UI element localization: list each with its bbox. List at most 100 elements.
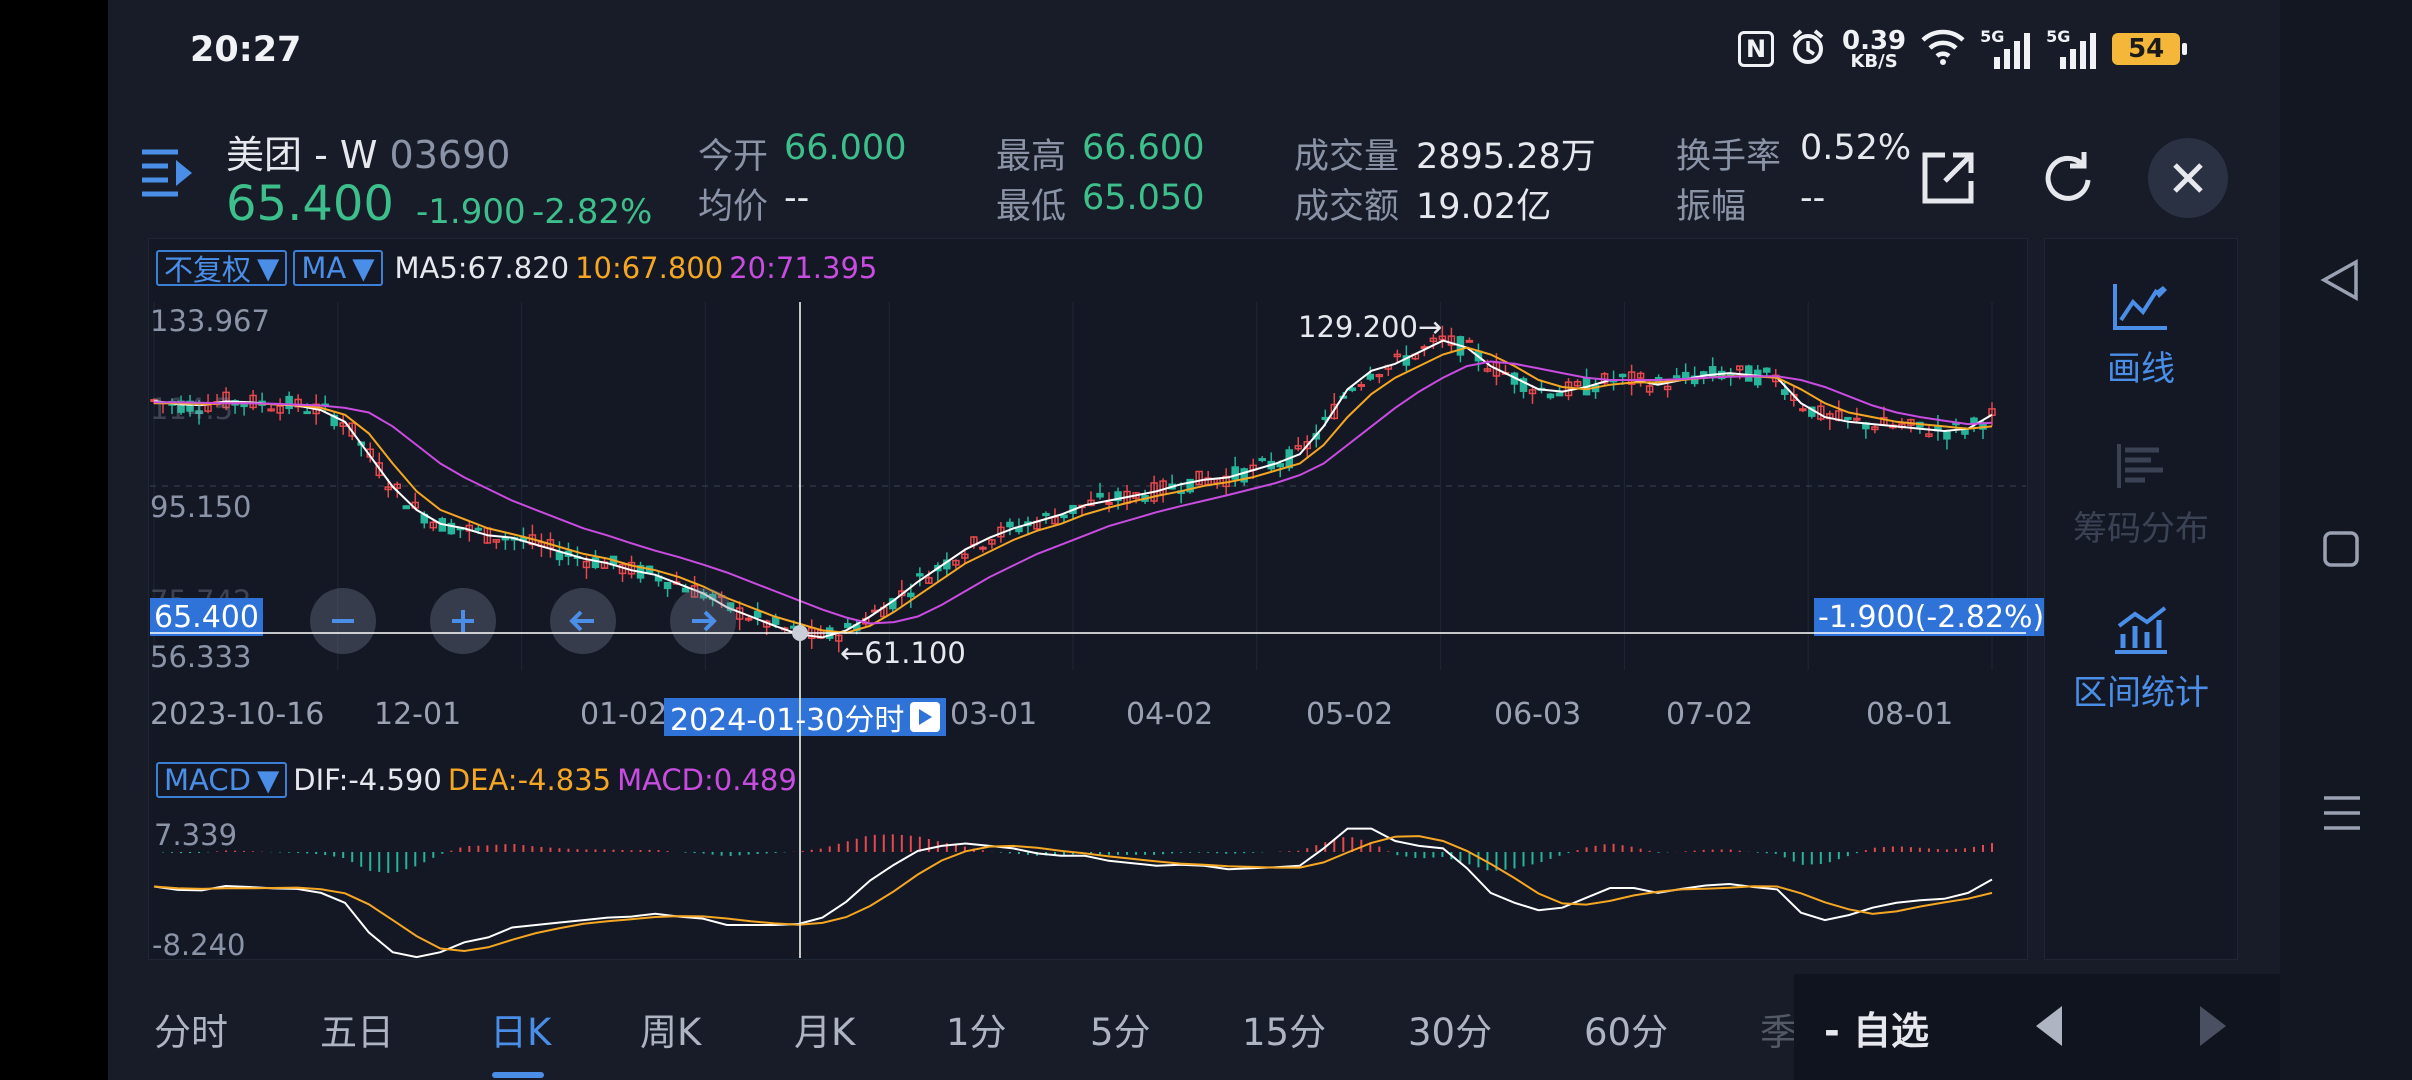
candle — [402, 505, 411, 510]
close-icon[interactable] — [2148, 138, 2228, 218]
candle — [1844, 416, 1852, 429]
dif-line — [153, 827, 1993, 958]
ma-line-2 — [154, 360, 1993, 625]
time-label: 07-02 — [1666, 697, 1754, 732]
candle — [735, 601, 744, 631]
draw-line-icon — [2113, 284, 2167, 330]
candle — [753, 602, 762, 626]
candle — [267, 403, 275, 412]
low-marker: ←61.100 — [840, 636, 966, 670]
tab-monthly-k[interactable]: 月K — [794, 1011, 856, 1054]
candle — [1681, 363, 1690, 385]
turnover-value: 19.02亿 — [1416, 187, 1552, 227]
open-label: 今开 — [698, 137, 769, 177]
draw-line-tool[interactable]: 画线 — [2044, 280, 2238, 390]
avg-value: -- — [784, 178, 810, 218]
candle — [1438, 325, 1447, 348]
zoom-out-button[interactable] — [310, 588, 376, 654]
candle — [186, 394, 194, 417]
turnover-rate-label: 换手率 — [1676, 137, 1782, 177]
range-stats-tool[interactable]: 区间统计 — [2044, 604, 2238, 714]
scroll-right-button[interactable] — [670, 588, 736, 654]
candle — [1006, 518, 1014, 536]
refresh-icon[interactable] — [2028, 138, 2108, 218]
candle — [429, 519, 438, 532]
tab-weekly-k[interactable]: 周K — [640, 1011, 702, 1054]
candle — [1573, 379, 1582, 388]
tab-60min[interactable]: 60分 — [1584, 1011, 1669, 1054]
amplitude-label: 振幅 — [1676, 187, 1747, 227]
candle — [825, 625, 834, 641]
candle — [1375, 373, 1384, 384]
candle — [1195, 470, 1203, 486]
system-nav-bar — [2280, 0, 2412, 1080]
candle — [1330, 393, 1339, 420]
candle — [240, 403, 248, 416]
candle — [1231, 456, 1239, 487]
dea-value: DEA:-4.835 — [447, 763, 612, 797]
tab-intraday[interactable]: 分时 — [154, 1011, 228, 1054]
scroll-left-button[interactable] — [550, 588, 616, 654]
turnover-rate-value: 0.52% — [1800, 128, 1912, 168]
candle — [834, 631, 843, 653]
candle — [988, 538, 996, 549]
time-axis: 2023-10-16 12-01 01-02 03-01 04-02 05-02… — [148, 675, 2028, 747]
tab-quarterly-partial[interactable]: 季 — [1760, 1011, 1797, 1054]
candle — [925, 570, 933, 584]
candle — [222, 387, 230, 411]
tab-daily-k[interactable]: 日K — [490, 1011, 552, 1054]
candle — [528, 524, 537, 550]
tab-1min[interactable]: 1分 — [946, 1011, 1007, 1054]
crosshair-time-button[interactable]: 2024-01-30分时 — [664, 698, 947, 738]
ma10-value: 10:67.800 — [575, 251, 724, 285]
prev-stock-icon[interactable] — [2034, 1004, 2064, 1052]
indicator-select[interactable]: MA ▼ — [293, 250, 383, 286]
candle — [1141, 489, 1149, 504]
candle — [1799, 404, 1807, 413]
alarm-icon — [1788, 27, 1828, 71]
chip-distribution-tool[interactable]: 筹码分布 — [2044, 440, 2238, 550]
turnover-label: 成交额 — [1294, 187, 1400, 227]
candle — [1096, 482, 1104, 500]
time-label: 04-02 — [1126, 697, 1214, 732]
tab-five-day[interactable]: 五日 — [320, 1011, 394, 1054]
menu-icon[interactable] — [138, 146, 196, 202]
chart-panel[interactable] — [148, 238, 2028, 960]
candle — [916, 567, 924, 587]
y-label-mid: 95.150 — [150, 490, 252, 524]
nfc-icon: N — [1738, 31, 1774, 67]
stock-title: 美团 - W 03690 — [226, 124, 510, 179]
back-icon[interactable] — [2320, 258, 2360, 306]
tab-5min[interactable]: 5分 — [1090, 1011, 1151, 1054]
high-label: 最高 — [996, 137, 1067, 177]
tab-15min[interactable]: 15分 — [1242, 1011, 1327, 1054]
candle — [1105, 492, 1113, 513]
high-value: 66.600 — [1082, 128, 1205, 168]
zoom-in-button[interactable] — [430, 588, 496, 654]
candle — [1528, 384, 1537, 404]
time-label: 08-01 — [1866, 697, 1954, 732]
candle — [1853, 407, 1861, 424]
share-icon[interactable] — [1908, 138, 1988, 218]
candle — [1447, 327, 1456, 354]
remove-watchlist-button[interactable]: - 自选 — [1824, 1009, 1930, 1053]
candle — [1582, 368, 1591, 396]
crosshair-change-tag: -1.900(-2.82%) — [1814, 598, 2049, 636]
macd-select[interactable]: MACD ▼ — [156, 762, 288, 798]
next-stock-icon[interactable] — [2198, 1004, 2228, 1052]
candle — [1393, 349, 1402, 363]
ma5-value: MA5:67.820 — [394, 251, 570, 285]
adjust-select[interactable]: 不复权 ▼ — [156, 250, 288, 287]
candle — [807, 619, 816, 649]
candle — [961, 548, 969, 565]
kline-chart[interactable] — [150, 302, 2026, 670]
recents-icon[interactable] — [2322, 794, 2362, 836]
time-label: 2023-10-16 — [150, 697, 325, 732]
macd-chart[interactable] — [150, 806, 2026, 958]
avg-label: 均价 — [698, 187, 769, 227]
tab-30min[interactable]: 30分 — [1408, 1011, 1493, 1054]
candle — [1763, 367, 1771, 376]
candle — [1519, 376, 1528, 399]
open-value: 66.000 — [784, 128, 907, 168]
home-icon[interactable] — [2322, 530, 2360, 572]
